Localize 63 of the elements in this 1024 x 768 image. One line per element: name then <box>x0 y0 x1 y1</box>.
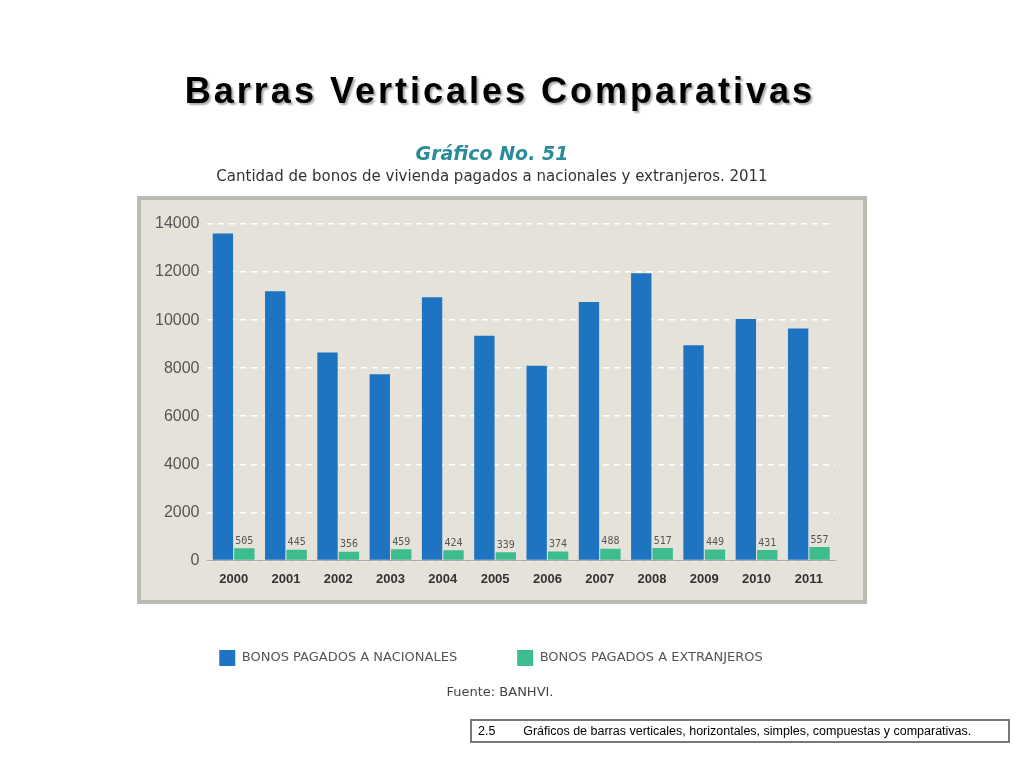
y-tick-label: 2000 <box>163 502 200 520</box>
bar <box>421 297 443 560</box>
data-label: 459 <box>392 535 411 547</box>
bar <box>757 550 778 560</box>
bar <box>286 549 307 560</box>
y-tick-label: 12000 <box>154 262 200 280</box>
bar <box>683 345 704 560</box>
bar <box>735 318 757 560</box>
data-label: 517 <box>653 534 672 546</box>
y-tick-label: 10000 <box>154 310 200 328</box>
data-label: 339 <box>496 538 515 550</box>
y-tick-label: 14000 <box>154 214 200 232</box>
bar <box>704 549 726 560</box>
data-label: 431 <box>758 536 777 548</box>
bar <box>526 365 547 560</box>
x-tick-label: 2003 <box>376 570 405 586</box>
x-tick-label: 2004 <box>428 570 459 586</box>
bar <box>600 548 621 560</box>
x-tick-label: 2009 <box>689 570 719 586</box>
data-label: 488 <box>601 535 620 547</box>
bar <box>652 547 673 560</box>
bar <box>547 551 569 560</box>
bar <box>809 547 830 560</box>
x-tick-label: 2005 <box>480 570 510 586</box>
bar <box>631 273 652 560</box>
y-tick-label: 8000 <box>163 358 200 376</box>
bar <box>265 291 286 560</box>
data-label: 424 <box>444 536 463 548</box>
x-tick-label: 2010 <box>742 570 772 586</box>
legend-label: BONOS PAGADOS A EXTRANJEROS <box>539 649 763 665</box>
x-tick-label: 2011 <box>794 570 823 586</box>
y-tick-label: 6000 <box>163 406 200 424</box>
bar <box>369 374 390 560</box>
x-tick-label: 2008 <box>637 570 667 586</box>
bar <box>391 549 412 560</box>
x-tick-label: 2006 <box>532 570 562 586</box>
source-note: Fuente: BANHVI. <box>445 684 555 699</box>
bar <box>317 352 338 560</box>
bar <box>338 551 360 560</box>
data-label: 505 <box>235 534 254 546</box>
x-tick-label: 2007 <box>585 570 615 586</box>
chart-title: Barras Verticales Comparativas <box>183 70 817 112</box>
bar <box>787 328 809 560</box>
text: Gráfico No. 51 <box>414 142 570 164</box>
x-tick-label: 2000 <box>219 570 249 586</box>
bar <box>443 550 464 560</box>
chart-subtitle: Cantidad de bonos de vivienda pagados a nacionales y extranjeros. 2011 <box>215 167 769 185</box>
data-label: 445 <box>287 536 306 548</box>
bar <box>495 552 516 560</box>
bar <box>474 335 495 560</box>
data-label: 356 <box>339 538 358 550</box>
y-tick-label: 0 <box>190 550 200 568</box>
data-label: 557 <box>810 533 829 545</box>
y-tick-label: 4000 <box>163 454 200 472</box>
data-label: 449 <box>705 536 725 548</box>
legend-label: BONOS PAGADOS A NACIONALES <box>241 649 458 665</box>
bar <box>212 233 234 560</box>
x-tick-label: 2002 <box>323 570 353 586</box>
x-tick-label: 2001 <box>271 570 301 586</box>
data-label: 374 <box>549 538 568 550</box>
bar <box>234 548 255 560</box>
bar <box>578 302 600 560</box>
text: 2.5 Gráficos de barras verticales, horizontales, simples, compuestas y comparativas. <box>470 719 1010 743</box>
